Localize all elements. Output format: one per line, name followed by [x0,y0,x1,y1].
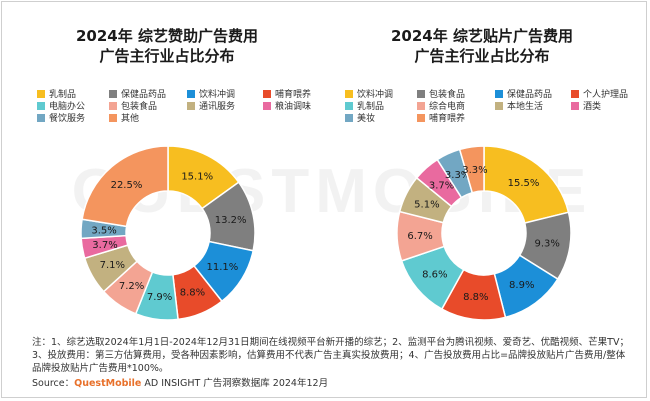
slice-value-label: 9.3% [534,239,559,250]
legend-item: 包装食品 [417,87,465,100]
left-title-line2: 广告主行业占比分布 [99,47,235,65]
legend-item: 综合电商 [417,99,465,112]
legend-label: 通讯服务 [199,102,236,112]
donut-slice [81,145,169,228]
legend-swatch [109,113,117,122]
left-chart-title: 2024年 综艺赞助广告费用 广告主行业占比分布 [42,26,292,66]
legend-label: 个人护理品 [583,90,629,100]
legend-label: 饮料冲调 [199,90,236,100]
slice-value-label: 7.2% [119,281,144,292]
slice-value-label: 7.1% [100,260,125,271]
legend-item: 乳制品 [37,87,76,100]
slice-value-label: 15.5% [508,178,540,189]
legend-item: 乳制品 [345,99,384,112]
slice-value-label: 5.1% [414,200,439,211]
legend-swatch [345,89,353,98]
legend-label: 哺育喂养 [275,90,312,100]
legend-swatch [417,113,425,122]
legend-label: 哺育喂养 [429,114,466,124]
legend-item: 美妆 [345,111,375,124]
legend-swatch [109,101,117,110]
legend-item: 个人护理品 [571,87,628,100]
legend-item: 电脑办公 [37,99,85,112]
slice-value-label: 11.1% [207,262,239,273]
legend-swatch [345,113,353,122]
slice-value-label: 8.6% [422,269,447,280]
right-donut-chart: 15.5%9.3%8.9%8.8%8.6%6.7%5.1%3.7%3.3%3.3… [396,145,572,321]
legend-label: 保健品药品 [121,90,167,100]
legend-label: 综合电商 [429,102,466,112]
legend-item: 酒类 [571,99,601,112]
legend-swatch [495,101,503,110]
left-title-line1: 2024年 综艺赞助广告费用 [76,27,258,45]
legend-swatch [417,89,425,98]
source-line: Source：QuestMobile AD INSIGHT 广告洞察数据库 20… [32,375,328,389]
legend-item: 其他 [109,111,139,124]
legend-label: 粮油调味 [275,102,312,112]
legend-item: 保健品药品 [109,87,166,100]
slice-value-label: 3.7% [429,181,454,192]
legend-swatch [495,89,503,98]
legend-swatch [571,89,579,98]
legend-label: 包装食品 [121,102,158,112]
legend-item: 哺育喂养 [417,111,465,124]
legend-label: 餐饮服务 [49,114,86,124]
left-donut-chart: 15.1% 13.2% 11.1% 8.8% 7.9%7.2% 7.1% 3.7% 3.5% 2… [80,145,256,321]
slice-value-label: 6.7% [407,231,432,242]
slice-value-label: 8.8% [180,288,205,299]
legend-swatch [417,101,425,110]
legend-item: 粮油调味 [263,99,311,112]
right-chart-title: 2024年 综艺贴片广告费用 广告主行业占比分布 [357,26,607,66]
right-title-line1: 2024年 综艺贴片广告费用 [391,27,573,45]
legend-item: 哺育喂养 [263,87,311,100]
legend-label: 其他 [121,114,140,124]
slice-value-label: 22.5% [111,180,143,191]
legend-item: 饮料冲调 [187,87,235,100]
legend-swatch [345,101,353,110]
source-brand: QuestMobile [74,378,142,389]
legend-swatch [187,89,195,98]
slice-value-label: 3.7% [92,240,117,251]
legend-item: 包装食品 [109,99,157,112]
legend-label: 酒类 [583,102,602,112]
legend-item: 餐饮服务 [37,111,85,124]
source-suffix: AD INSIGHT 广告洞察数据库 2024年12月 [141,378,329,389]
slice-value-label: 8.8% [463,292,488,303]
legend-item: 保健品药品 [495,87,552,100]
legend-label: 本地生活 [507,102,544,112]
donut-slice [458,145,485,194]
legend-label: 美妆 [357,114,376,124]
legend-item: 通讯服务 [187,99,235,112]
legend-label: 保健品药品 [507,90,553,100]
legend-swatch [571,101,579,110]
footnote: 注：1、综艺选取2024年1月1日-2024年12月31日期间在线视频平台新开播… [32,337,629,374]
legend-label: 电脑办公 [49,102,86,112]
legend-label: 乳制品 [357,102,385,112]
slice-value-label: 3.3% [445,170,470,181]
slice-value-label: 8.9% [509,280,534,291]
slice-value-label: 7.9% [147,292,172,303]
slice-value-label: 3.5% [91,225,116,236]
source-prefix: Source： [32,378,75,389]
legend-swatch [187,101,195,110]
legend-label: 饮料冲调 [357,90,394,100]
legend-label: 乳制品 [49,90,77,100]
slice-value-label: 3.3% [462,165,487,176]
right-title-line2: 广告主行业占比分布 [414,47,550,65]
legend-item: 本地生活 [495,99,543,112]
slice-value-label: 13.2% [215,215,247,226]
legend-label: 包装食品 [429,90,466,100]
slice-value-label: 15.1% [181,172,213,183]
legend-swatch [37,101,45,110]
legend-swatch [263,101,271,110]
legend-item: 饮料冲调 [345,87,393,100]
legend-swatch [37,113,45,122]
legend-swatch [37,89,45,98]
legend-swatch [109,89,117,98]
legend-swatch [263,89,271,98]
